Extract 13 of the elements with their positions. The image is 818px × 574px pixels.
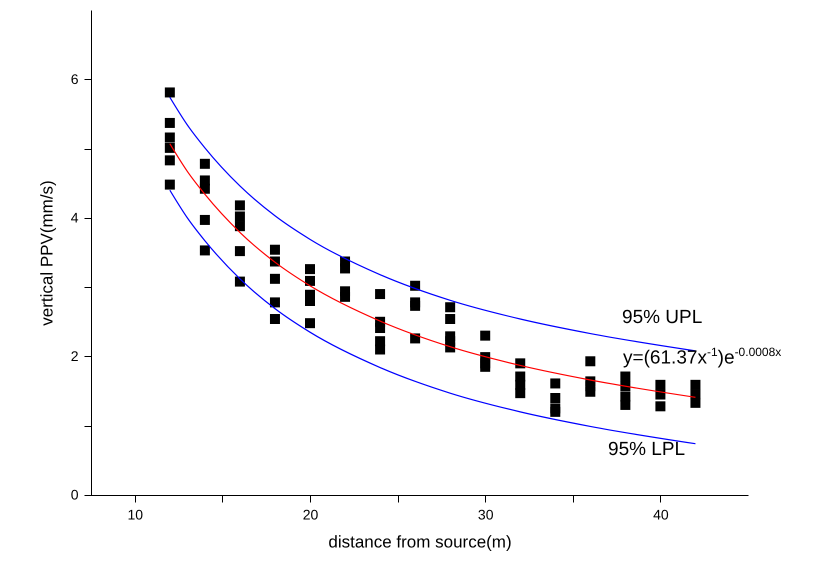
x-tick-label: 30 [478,506,494,522]
y-tick-label: 2 [70,348,79,364]
y-axis-title: vertical PPV(mm/s) [38,180,57,326]
x-axis-title: distance from source(m) [328,532,512,552]
y-tick-label: 0 [70,486,79,502]
y-tick-label: 4 [70,209,79,226]
annotation: 95% UPL [622,307,702,328]
x-tick-label: 10 [128,506,144,522]
annotation: 95% LPL [608,439,686,460]
annotation: y=(61.37x$^{-1}$)e$^{-0.0008x}$ [623,345,782,368]
x-tick-label: 40 [653,506,669,522]
y-tick-label: 6 [70,70,79,87]
x-tick-label: 20 [302,506,318,522]
